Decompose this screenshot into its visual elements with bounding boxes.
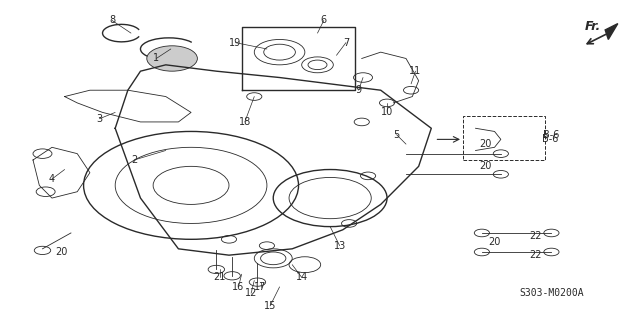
Text: 22: 22 (530, 250, 542, 260)
Text: 11: 11 (410, 66, 422, 76)
Text: 17: 17 (255, 282, 267, 292)
Bar (463, 116, 545, 160)
Text: 5: 5 (394, 130, 399, 140)
Text: B-6: B-6 (543, 130, 559, 140)
Text: 1: 1 (153, 53, 159, 63)
Text: 21: 21 (213, 272, 225, 282)
Text: 15: 15 (264, 301, 276, 311)
Polygon shape (605, 24, 618, 39)
Text: 20: 20 (55, 247, 68, 257)
Text: 20: 20 (479, 161, 491, 171)
Text: 16: 16 (232, 282, 244, 292)
Text: 4: 4 (49, 174, 55, 184)
Text: 20: 20 (479, 139, 491, 149)
Text: 9: 9 (356, 85, 362, 95)
Text: 19: 19 (229, 38, 241, 48)
Text: Fr.: Fr. (584, 20, 601, 33)
Text: 13: 13 (333, 241, 345, 251)
Text: 7: 7 (343, 38, 349, 48)
Text: 22: 22 (530, 231, 542, 241)
Text: 10: 10 (381, 108, 393, 117)
Text: B-6: B-6 (542, 134, 558, 144)
Text: 8: 8 (109, 15, 115, 25)
Text: 20: 20 (488, 237, 501, 247)
Text: 6: 6 (321, 15, 327, 25)
Text: 12: 12 (245, 288, 257, 298)
Text: 2: 2 (131, 155, 137, 165)
Circle shape (147, 46, 197, 71)
Text: 14: 14 (295, 272, 308, 282)
Text: 18: 18 (239, 117, 251, 127)
Text: S303-M0200A: S303-M0200A (520, 288, 584, 298)
Text: 3: 3 (97, 114, 102, 124)
